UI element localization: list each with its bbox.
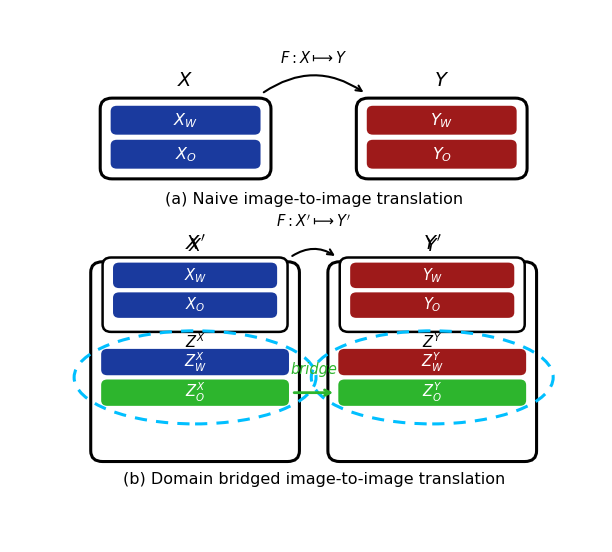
FancyBboxPatch shape [367, 106, 517, 135]
Text: $X_W$: $X_W$ [184, 266, 207, 285]
Text: $Z_W^Y$: $Z_W^Y$ [421, 351, 444, 374]
Text: $Y$: $Y$ [425, 237, 439, 256]
FancyBboxPatch shape [111, 106, 261, 135]
Text: $Z_W^X$: $Z_W^X$ [184, 351, 206, 374]
FancyBboxPatch shape [328, 262, 537, 461]
Text: $Y_W$: $Y_W$ [422, 266, 443, 285]
FancyBboxPatch shape [356, 98, 527, 179]
Text: $Y_W$: $Y_W$ [430, 111, 453, 130]
Text: bridge: bridge [290, 362, 337, 376]
Text: $F: X' \longmapsto Y'$: $F: X' \longmapsto Y'$ [276, 213, 351, 230]
Text: $F: X \longmapsto Y$: $F: X \longmapsto Y$ [280, 50, 348, 66]
Text: $X'$: $X'$ [185, 234, 206, 254]
Text: $Z_O^X$: $Z_O^X$ [185, 381, 206, 404]
Text: $Y$: $Y$ [434, 71, 449, 91]
FancyBboxPatch shape [367, 140, 517, 169]
FancyBboxPatch shape [350, 293, 514, 318]
FancyBboxPatch shape [338, 379, 526, 406]
Text: $X_O$: $X_O$ [185, 296, 205, 315]
Text: $Z^Y$: $Z^Y$ [422, 332, 442, 351]
FancyBboxPatch shape [101, 349, 289, 375]
Text: $X$: $X$ [188, 237, 203, 256]
FancyBboxPatch shape [100, 98, 271, 179]
Text: (b) Domain bridged image-to-image translation: (b) Domain bridged image-to-image transl… [122, 472, 505, 487]
Text: $X_O$: $X_O$ [174, 145, 196, 163]
Text: $X_W$: $X_W$ [173, 111, 198, 130]
Text: $Z^X$: $Z^X$ [185, 332, 206, 351]
FancyBboxPatch shape [103, 257, 288, 332]
FancyBboxPatch shape [338, 349, 526, 375]
FancyBboxPatch shape [111, 140, 261, 169]
FancyBboxPatch shape [350, 263, 514, 288]
Text: $Y_O$: $Y_O$ [423, 296, 441, 315]
Text: (a) Naive image-to-image translation: (a) Naive image-to-image translation [165, 192, 463, 206]
FancyBboxPatch shape [113, 263, 277, 288]
FancyBboxPatch shape [101, 379, 289, 406]
Text: $Y_O$: $Y_O$ [431, 145, 452, 163]
Text: $X$: $X$ [177, 71, 194, 91]
FancyBboxPatch shape [91, 262, 299, 461]
FancyBboxPatch shape [113, 293, 277, 318]
Text: $Y'$: $Y'$ [423, 234, 442, 254]
Text: $Z_O^Y$: $Z_O^Y$ [422, 381, 442, 404]
FancyBboxPatch shape [340, 257, 524, 332]
